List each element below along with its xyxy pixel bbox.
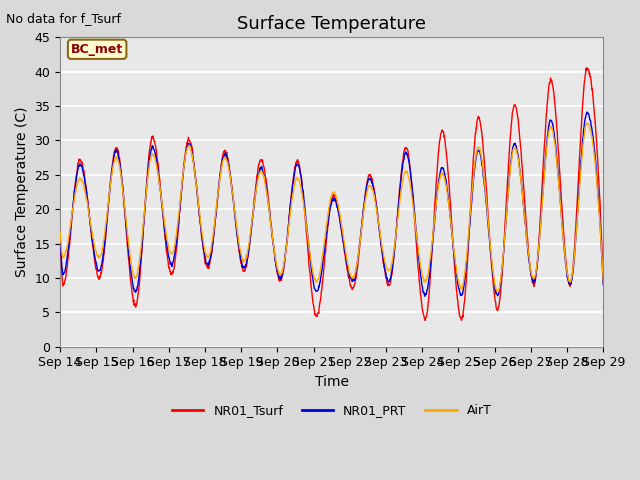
X-axis label: Time: Time [315,375,349,389]
Legend: NR01_Tsurf, NR01_PRT, AirT: NR01_Tsurf, NR01_PRT, AirT [167,399,497,422]
Title: Surface Temperature: Surface Temperature [237,15,426,33]
Text: BC_met: BC_met [71,43,124,56]
Text: No data for f_Tsurf: No data for f_Tsurf [6,12,122,25]
Y-axis label: Surface Temperature (C): Surface Temperature (C) [15,107,29,277]
